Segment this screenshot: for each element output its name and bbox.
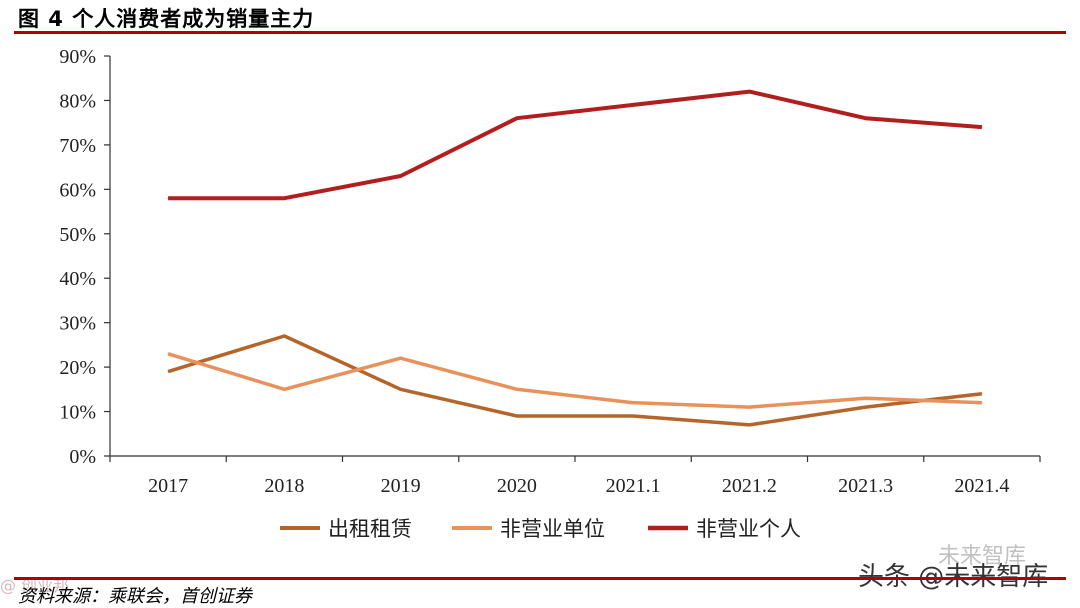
data-point xyxy=(400,388,402,390)
legend-label: 非营业个人 xyxy=(696,517,801,541)
x-tick-label: 2021.4 xyxy=(954,475,1009,497)
data-point xyxy=(167,353,169,355)
x-tick-label: 2021.1 xyxy=(606,475,661,497)
data-point xyxy=(283,197,285,199)
data-point xyxy=(865,406,867,408)
series-line-3 xyxy=(168,89,983,201)
series-line-2 xyxy=(167,352,982,409)
y-tick-label: 0% xyxy=(69,446,96,468)
y-tick-label: 10% xyxy=(59,402,96,424)
data-point xyxy=(516,415,518,417)
y-axis-ticks: 0% 10% 20% 30% 40% 50% 60% 70% 80% 90% xyxy=(59,46,110,468)
x-tick-label: 2018 xyxy=(264,475,304,497)
data-point xyxy=(516,388,518,390)
y-tick-label: 60% xyxy=(59,179,96,201)
y-tick-label: 50% xyxy=(59,224,96,246)
y-tick-label: 90% xyxy=(59,46,96,68)
watermark-main: 头条 @未来智库 xyxy=(858,562,1049,592)
data-point xyxy=(400,175,402,177)
data-point xyxy=(632,415,634,417)
x-tick-label: 2021.2 xyxy=(722,475,777,497)
data-point xyxy=(748,406,750,408)
y-tick-label: 20% xyxy=(59,357,96,379)
x-tick-label: 2017 xyxy=(148,475,188,497)
data-point xyxy=(632,402,634,404)
data-point xyxy=(167,371,169,373)
y-tick-label: 30% xyxy=(59,313,96,335)
data-point xyxy=(283,335,285,337)
legend-label: 非营业单位 xyxy=(500,517,605,541)
series-line-1 xyxy=(167,334,983,427)
y-tick-label: 80% xyxy=(59,90,96,112)
title-rule xyxy=(14,31,1066,34)
y-tick-label: 70% xyxy=(59,135,96,157)
data-point xyxy=(865,397,867,399)
data-point xyxy=(981,393,983,395)
data-point xyxy=(283,388,285,390)
watermark-left: @ 创业邦 xyxy=(0,576,70,595)
data-point xyxy=(865,117,867,119)
data-point xyxy=(167,197,169,199)
watermark-sub: 未来智库 xyxy=(938,544,1027,569)
chart-legend: 出租租赁 非营业单位 非营业个人 xyxy=(280,517,801,541)
data-point xyxy=(632,104,634,106)
figure-title: 图 4 个人消费者成为销量主力 xyxy=(18,7,315,31)
data-point xyxy=(981,126,983,128)
legend-label: 出租租赁 xyxy=(328,517,412,541)
data-point xyxy=(748,91,750,93)
x-axis-ticks: 2017 2018 2019 2020 2021.1 2021.2 2021.3 2021.4 xyxy=(109,456,1041,497)
x-tick-label: 2020 xyxy=(497,475,537,497)
x-tick-label: 2019 xyxy=(381,475,421,497)
source-rule xyxy=(14,577,1066,580)
source-note: 资料来源：乘联会，首创证券 xyxy=(18,586,252,607)
data-point xyxy=(981,402,983,404)
data-point xyxy=(400,357,402,359)
x-tick-label: 2021.3 xyxy=(838,475,893,497)
y-tick-label: 40% xyxy=(59,268,96,290)
data-point xyxy=(516,117,518,119)
series-lines xyxy=(167,89,983,427)
data-point xyxy=(748,424,750,426)
